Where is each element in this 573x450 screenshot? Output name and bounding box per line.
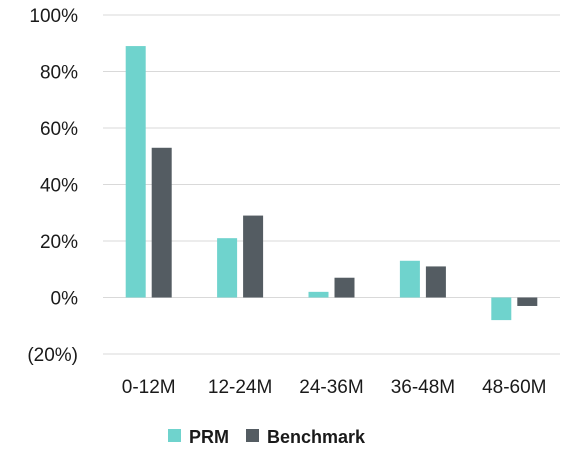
bar-prm-36-48m [399,260,420,298]
gridlines [103,14,560,355]
x-axis-category-labels: 0-12M 12-24M 24-36M 36-48M 48-60M [122,377,547,398]
bar-benchmark-48-60m [517,297,538,306]
y-tick-label: 60% [40,119,78,140]
x-category-label: 48-60M [482,377,546,398]
y-tick-label: 80% [40,63,78,84]
bar-benchmark-0-12m [151,147,172,298]
bar-benchmark-12-24m [243,215,264,298]
bar-prm-24-36m [308,291,329,298]
legend-swatch-benchmark [246,429,259,442]
bar-prm-48-60m [491,297,512,321]
bar-prm-0-12m [125,46,146,298]
x-category-label: 12-24M [208,377,272,398]
y-tick-label: 20% [40,232,78,253]
y-tick-label: (20%) [27,345,78,366]
legend-swatch-prm [168,429,181,442]
y-axis-tick-labels: 100% 80% 60% 40% 20% 0% (20%) [27,6,78,366]
bar-prm-12-24m [217,238,238,298]
y-tick-label: 0% [51,289,79,310]
legend-label: PRM [189,427,229,447]
y-tick-label: 40% [40,176,78,197]
y-tick-label: 100% [29,6,78,27]
legend: PRM Benchmark [168,427,366,447]
bars [125,46,538,321]
legend-label: Benchmark [267,427,366,447]
bar-benchmark-24-36m [334,277,355,298]
bar-benchmark-36-48m [425,266,446,298]
x-category-label: 36-48M [391,377,455,398]
x-category-label: 24-36M [299,377,363,398]
x-category-label: 0-12M [122,377,176,398]
